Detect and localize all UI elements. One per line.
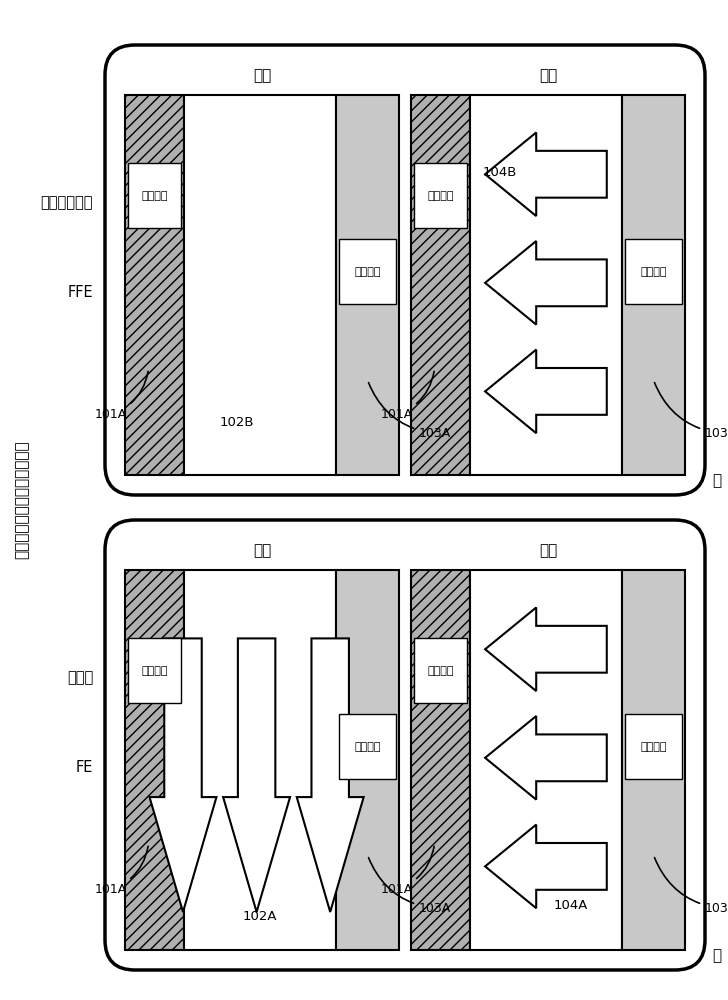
FancyBboxPatch shape bbox=[105, 520, 705, 970]
Text: 102A: 102A bbox=[242, 910, 277, 923]
Polygon shape bbox=[485, 716, 606, 800]
Bar bbox=[336, 570, 399, 950]
Bar bbox=[184, 95, 336, 475]
Text: 104A: 104A bbox=[553, 899, 588, 912]
Bar bbox=[125, 95, 184, 475]
Bar bbox=[128, 638, 181, 703]
Bar bbox=[414, 163, 467, 228]
Polygon shape bbox=[297, 638, 364, 912]
Text: FE: FE bbox=[76, 760, 93, 775]
Text: 顶部电极: 顶部电极 bbox=[427, 666, 454, 676]
Polygon shape bbox=[485, 607, 606, 691]
Text: 铁电性: 铁电性 bbox=[67, 670, 93, 685]
Bar bbox=[470, 95, 622, 475]
Text: 底部电极: 底部电极 bbox=[355, 267, 381, 277]
Bar bbox=[470, 570, 622, 950]
Bar bbox=[336, 95, 399, 475]
Text: 底部电极: 底部电极 bbox=[640, 742, 667, 752]
Text: 底部电极: 底部电极 bbox=[355, 742, 381, 752]
Text: 103A: 103A bbox=[654, 383, 728, 440]
Polygon shape bbox=[485, 350, 606, 433]
Bar bbox=[411, 570, 470, 950]
Text: FFE: FFE bbox=[68, 285, 93, 300]
Bar bbox=[622, 570, 685, 950]
Text: 101A: 101A bbox=[95, 846, 148, 896]
Text: 顶部电极: 顶部电极 bbox=[141, 666, 167, 676]
Text: 有场: 有场 bbox=[539, 543, 557, 558]
Text: 无场: 无场 bbox=[253, 543, 271, 558]
Text: 104B: 104B bbox=[482, 166, 516, 179]
Bar bbox=[411, 95, 470, 475]
Text: 103A: 103A bbox=[368, 383, 451, 440]
Polygon shape bbox=[223, 638, 290, 912]
Text: 底部电极: 底部电极 bbox=[640, 267, 667, 277]
Bar bbox=[128, 163, 181, 228]
Text: 图 1A: 图 1A bbox=[713, 948, 728, 962]
Text: 顶部电极: 顶部电极 bbox=[427, 191, 454, 201]
Text: 顶部电极: 顶部电极 bbox=[141, 191, 167, 201]
Text: 101A: 101A bbox=[381, 371, 434, 421]
Polygon shape bbox=[485, 241, 606, 325]
Bar bbox=[414, 638, 467, 703]
Text: 无场: 无场 bbox=[253, 68, 271, 83]
Text: 102B: 102B bbox=[220, 416, 254, 429]
Bar bbox=[125, 570, 184, 950]
Text: 101A: 101A bbox=[381, 846, 434, 896]
Text: 103A: 103A bbox=[368, 858, 451, 915]
Bar bbox=[625, 714, 682, 779]
Text: 图 1B: 图 1B bbox=[713, 473, 728, 488]
Text: 取决于施加的电场的材料行为: 取决于施加的电场的材料行为 bbox=[15, 441, 30, 559]
Bar bbox=[339, 714, 396, 779]
Text: 有场: 有场 bbox=[539, 68, 557, 83]
Polygon shape bbox=[485, 825, 606, 908]
Text: 103A: 103A bbox=[654, 858, 728, 915]
Text: 场诱导铁电性: 场诱导铁电性 bbox=[41, 195, 93, 210]
Bar bbox=[622, 95, 685, 475]
Polygon shape bbox=[485, 132, 606, 216]
Bar bbox=[184, 570, 336, 950]
Polygon shape bbox=[149, 638, 216, 912]
Bar bbox=[625, 239, 682, 304]
Bar bbox=[339, 239, 396, 304]
Text: 101A: 101A bbox=[95, 371, 148, 421]
FancyBboxPatch shape bbox=[105, 45, 705, 495]
